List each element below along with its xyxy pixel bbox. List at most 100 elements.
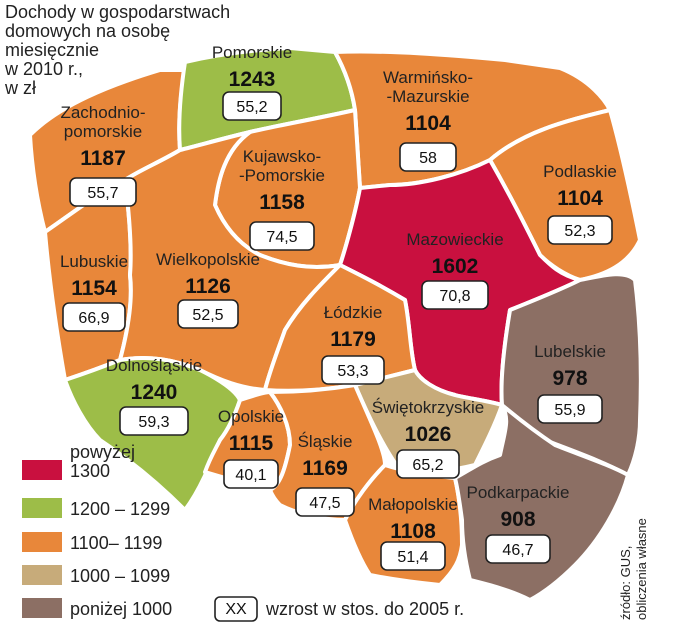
region-income-value: 1240 — [131, 381, 178, 404]
region-name: Wielkopolskie — [156, 250, 260, 269]
region-name: Śląskie — [298, 432, 353, 451]
growth-box — [295, 487, 355, 517]
source-line: źródło: GUS, — [618, 546, 633, 620]
legend-label: 1000 – 1099 — [70, 566, 170, 586]
region-growth-value: 46,7 — [502, 542, 533, 559]
source-note: źródło: GUS, obliczenia własne — [618, 518, 649, 620]
region-name: pomorskie — [64, 122, 142, 141]
region-income-value: 1179 — [330, 328, 376, 351]
region-growth-value: 52,5 — [192, 307, 223, 324]
region-growth-value: 55,7 — [87, 185, 118, 202]
region-growth-value: 47,5 — [309, 495, 340, 512]
label-kujawsko-pomorskie: Kujawsko--Pomorskie 1158 74,5 — [239, 147, 325, 251]
legend-label: 1100– 1199 — [70, 533, 162, 553]
region-name: Mazowieckie — [406, 230, 503, 249]
legend-item-below_1000: poniżej 1000 — [22, 598, 172, 619]
regions-layer — [28, 46, 643, 602]
growth-box — [222, 91, 282, 121]
growth-box — [62, 302, 126, 332]
legend-item-r1000_1099: 1000 – 1099 — [22, 565, 170, 586]
label-lubelskie: Lubelskie 978 55,9 — [534, 342, 606, 424]
region-growth-value: 58 — [419, 150, 437, 167]
label-wielkopolskie: Wielkopolskie 1126 52,5 — [156, 250, 260, 329]
label-podlaskie: Podlaskie 1104 52,3 — [543, 162, 617, 245]
region-name: Lubelskie — [534, 342, 606, 361]
region-growth-value: 74,5 — [266, 229, 297, 246]
region-slaskie — [268, 383, 387, 522]
label-slaskie: Śląskie 1169 47,5 — [295, 432, 355, 517]
region-growth-value: 66,9 — [78, 310, 109, 327]
growth-box — [399, 142, 457, 172]
legend-item-r1200_1299: 1200 – 1299 — [22, 498, 170, 519]
label-lubuskie: Lubuskie 1154 66,9 — [60, 252, 128, 332]
region-income-value: 1104 — [557, 187, 603, 210]
region-name: Opolskie — [218, 407, 284, 426]
growth-legend-box-text: XX — [225, 601, 247, 618]
legend-item-r1100_1199: 1100– 1199 — [22, 532, 162, 553]
title-line: w zł — [4, 78, 36, 98]
label-opolskie: Opolskie 1115 40,1 — [218, 407, 284, 489]
labels-layer: Zachodnio-pomorskie 1187 55,7 Pomorskie 1243… — [60, 43, 617, 571]
growth-legend: XX wzrost w stos. do 2005 r. — [214, 596, 464, 622]
label-mazowieckie: Mazowieckie 1602 70,8 — [406, 230, 504, 310]
region-growth-value: 70,8 — [439, 288, 470, 305]
region-name: Podlaskie — [543, 162, 617, 181]
legend-swatch — [22, 598, 62, 618]
label-dolnoslaskie: Dolnośląskie 1240 59,3 — [106, 356, 202, 436]
legend-swatch — [22, 532, 62, 552]
region-income-value: 1154 — [71, 277, 117, 300]
region-income-value: 1602 — [432, 255, 479, 278]
growth-legend-box — [214, 596, 258, 622]
region-name: Podkarpackie — [466, 483, 569, 502]
region-growth-value: 40,1 — [235, 467, 266, 484]
growth-box — [69, 177, 137, 207]
region-name: -Mazurskie — [386, 87, 469, 106]
source-line: obliczenia własne — [634, 518, 649, 620]
region-name: Małopolskie — [368, 495, 458, 514]
growth-box — [223, 459, 279, 489]
region-growth-value: 52,3 — [564, 223, 595, 240]
region-income-value: 1169 — [302, 457, 348, 480]
legend-label: powyżej — [70, 442, 135, 462]
region-growth-value: 53,3 — [337, 363, 368, 380]
label-lodzkie: Łódzkie 1179 53,3 — [321, 303, 385, 385]
growth-box — [249, 221, 315, 251]
region-income-value: 1126 — [185, 275, 231, 298]
title-line: w 2010 r., — [4, 59, 83, 79]
region-income-value: 1108 — [390, 520, 436, 543]
region-income-value: 1187 — [80, 147, 126, 170]
region-income-value: 1104 — [405, 112, 451, 135]
growth-legend-label: wzrost w stos. do 2005 r. — [265, 599, 464, 619]
region-income-value: 1158 — [259, 191, 305, 214]
growth-box — [380, 541, 446, 571]
growth-box — [321, 355, 385, 385]
growth-box — [547, 215, 613, 245]
label-zachodniopomorskie: Zachodnio-pomorskie 1187 55,7 — [60, 103, 146, 207]
region-name: Zachodnio- — [60, 103, 145, 122]
legend-label: poniżej 1000 — [70, 599, 172, 619]
region-name: -Pomorskie — [239, 166, 325, 185]
region-income-value: 908 — [500, 508, 535, 531]
region-growth-value: 55,9 — [554, 402, 585, 419]
region-name: Dolnośląskie — [106, 356, 202, 375]
label-malopolskie: Małopolskie 1108 51,4 — [368, 495, 458, 571]
region-growth-value: 65,2 — [412, 457, 443, 474]
growth-box — [537, 394, 603, 424]
label-warminsko-mazurskie: Warmińsko--Mazurskie 1104 58 — [383, 68, 473, 172]
region-name: Kujawsko- — [243, 147, 321, 166]
growth-box — [485, 534, 551, 564]
region-name: Świętokrzyskie — [372, 398, 484, 417]
growth-box — [177, 299, 239, 329]
region-income-value: 1115 — [229, 432, 274, 455]
label-pomorskie: Pomorskie 1243 55,2 — [212, 43, 292, 121]
region-growth-value: 51,4 — [397, 549, 428, 566]
label-swietokrzyskie: Świętokrzyskie 1026 65,2 — [372, 398, 484, 479]
title-line: domowych na osobę — [5, 21, 170, 41]
label-podkarpackie: Podkarpackie 908 46,7 — [466, 483, 570, 564]
region-income-value: 1026 — [405, 423, 452, 446]
growth-box — [396, 449, 460, 479]
growth-box — [119, 406, 189, 436]
